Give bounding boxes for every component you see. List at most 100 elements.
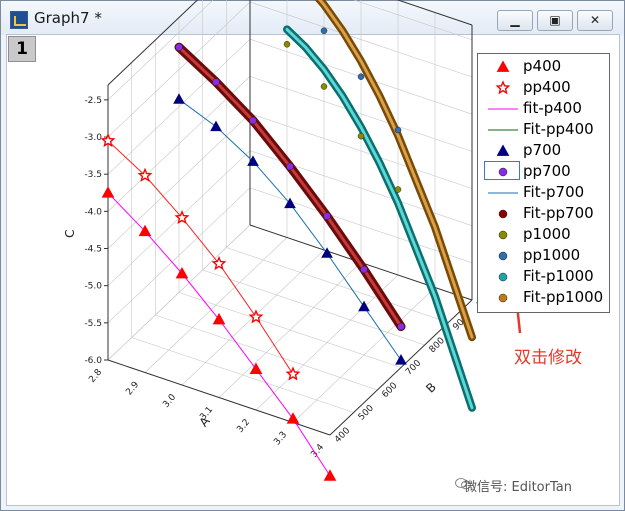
legend-triangle-marker (496, 144, 510, 156)
legend-sphere-marker (498, 293, 508, 303)
z-tick-label: -5.0 (84, 282, 102, 292)
legend-entry[interactable]: Fit-p700 (478, 182, 609, 203)
z-tick-label: -4.5 (84, 245, 102, 255)
x-tick-label: 3.0 (161, 392, 178, 410)
p400-point (286, 412, 300, 424)
x-tick-label: 2.9 (124, 380, 141, 398)
p400-point (101, 186, 115, 198)
z-tick-label: -2.5 (84, 96, 102, 106)
legend-entry[interactable]: pp700 (478, 161, 609, 182)
legend-entry[interactable]: p400 (478, 56, 609, 77)
legend-selection-box[interactable] (484, 161, 520, 180)
gridline (218, 262, 362, 398)
wechat-icon (455, 478, 471, 490)
pp400-point (137, 167, 153, 182)
legend-symbol (495, 80, 511, 95)
legend-symbol (488, 129, 518, 131)
pp700-point (249, 116, 257, 125)
y-tick-label: 800 (428, 336, 447, 355)
legend-entry[interactable]: fit-p400 (478, 98, 609, 119)
y-tick-label: 600 (380, 381, 399, 400)
legend-sphere-marker (498, 167, 508, 177)
pp400-point (211, 255, 227, 271)
annotation-text[interactable]: 双击修改 (514, 348, 582, 368)
fit-pp400-line (107, 140, 294, 375)
legend-entry[interactable]: p700 (478, 140, 609, 161)
p700-point (247, 155, 259, 166)
legend-label: fit-p400 (523, 99, 582, 117)
p400-point (138, 224, 152, 237)
p700-point (284, 197, 296, 209)
y-axis-label: B (423, 380, 439, 396)
legend-star-marker (495, 80, 511, 95)
x-tick-label: 2.8 (87, 367, 104, 385)
p700-point (210, 120, 222, 132)
z-axis-label: C (63, 229, 77, 237)
p1000-point (320, 83, 328, 90)
p1000-point (357, 132, 365, 140)
legend-entry[interactable]: Fit-p1000 (478, 266, 609, 287)
close-button[interactable]: ✕ (577, 10, 613, 31)
legend-symbol (498, 230, 508, 240)
legend-entry[interactable]: p1000 (478, 224, 609, 245)
minimize-button[interactable]: ▁ (497, 10, 533, 31)
p400-point (175, 266, 189, 279)
y-tick-label: 400 (333, 426, 352, 445)
p700-point (358, 300, 370, 312)
x-tick-label: 3.2 (235, 418, 252, 435)
legend-entry[interactable]: pp400 (478, 77, 609, 98)
p400-point (323, 469, 337, 481)
watermark: 微信号: EditorTan (464, 480, 572, 495)
window-titlebar[interactable]: Graph7 * ▁ ▣ ✕ (1, 1, 624, 35)
legend-symbol (488, 108, 518, 110)
legend-symbol (498, 272, 508, 282)
axes-grid (104, 0, 473, 436)
legend-triangle-marker (496, 60, 510, 72)
p700-point (321, 247, 333, 258)
layer-tab[interactable]: 1 (8, 36, 36, 62)
p400-point (249, 362, 263, 375)
legend-label: p400 (523, 57, 562, 75)
legend-sphere-marker (498, 230, 508, 240)
legend[interactable]: p400 pp400 fit-p400 Fit-pp400 p700 pp700 Fit-p… (477, 53, 610, 313)
legend-symbol (496, 144, 510, 156)
p400-point (212, 312, 226, 325)
z-tick-label: -3.5 (84, 170, 102, 180)
p1000-point (394, 186, 402, 193)
legend-entry[interactable]: Fit-pp1000 (478, 287, 609, 308)
legend-entry[interactable]: Fit-pp700 (478, 203, 609, 224)
pp1000-point (357, 73, 365, 80)
p1000-point (283, 41, 291, 48)
legend-label: p700 (523, 141, 562, 159)
gridline (107, 224, 251, 361)
pp700-point (286, 162, 294, 171)
pp700-point (323, 212, 331, 220)
restore-button[interactable]: ▣ (537, 10, 573, 31)
legend-symbol (488, 192, 518, 194)
z-tick-label: -5.5 (84, 319, 102, 329)
gridline (255, 274, 399, 411)
legend-symbol (496, 60, 510, 72)
legend-sphere-marker (498, 209, 508, 219)
pp1000-point (320, 27, 328, 34)
legend-symbol (498, 251, 508, 261)
fit-p1000-tube-highlight (285, 27, 474, 410)
pp400-point (100, 132, 116, 148)
legend-entry[interactable]: pp1000 (478, 245, 609, 266)
data-series (100, 0, 476, 481)
z-tick-label: -4.0 (84, 207, 102, 217)
y-tick-label: 500 (357, 403, 376, 422)
legend-symbol (498, 209, 508, 219)
legend-symbol (498, 293, 508, 303)
graph-window-icon[interactable] (10, 11, 28, 29)
legend-entry[interactable]: Fit-pp400 (478, 119, 609, 140)
pp700-point (360, 265, 368, 274)
pp700-point (397, 322, 405, 331)
axis-line (107, 0, 199, 86)
legend-label: Fit-pp1000 (523, 288, 604, 306)
axis-line (396, 0, 473, 26)
window-title: Graph7 * (34, 9, 102, 27)
legend-label: Fit-p700 (523, 183, 585, 201)
legend-label: Fit-pp400 (523, 120, 594, 138)
